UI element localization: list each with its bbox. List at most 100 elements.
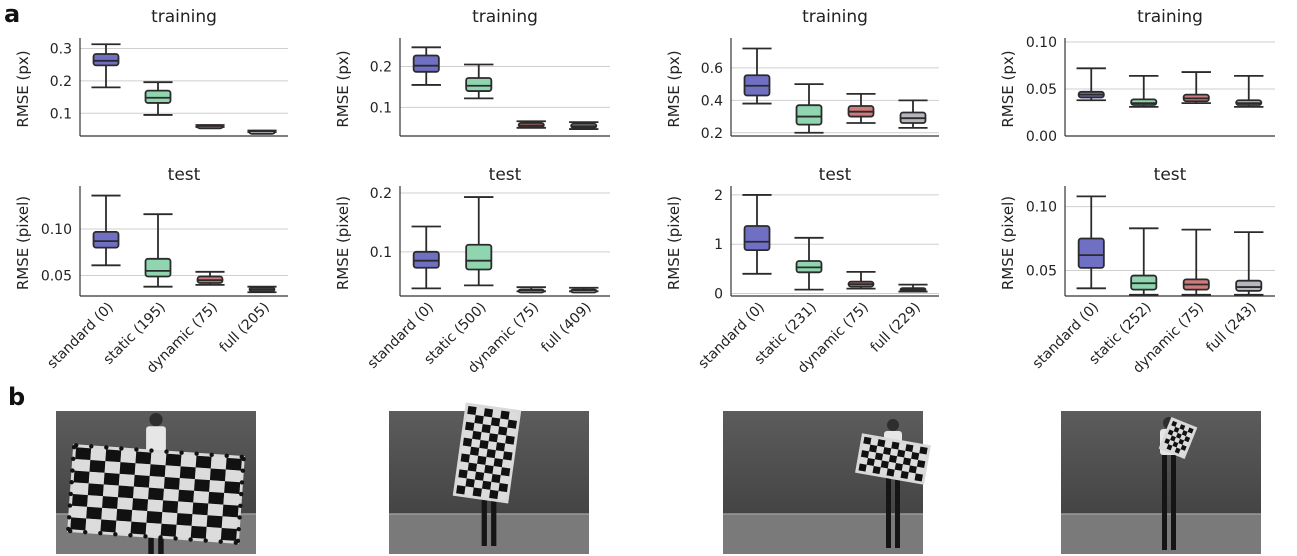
board-square [497,490,507,501]
board-square [135,451,152,465]
y-axis-label: RMSE (px) [999,50,1017,127]
y-tick-label: 1 [714,237,723,253]
board-square [102,496,119,510]
board-square [478,447,488,458]
board-square [461,445,472,455]
board-square [71,505,88,519]
chart-title: test [819,165,852,185]
board-square [483,408,494,418]
board-square [872,465,881,475]
iqr-box [1235,279,1263,292]
box-dynamic [195,124,225,130]
board-square [890,448,899,457]
checkerboard [66,443,246,545]
board-square [89,460,106,474]
board-square [499,475,510,485]
marker-dot [104,445,109,450]
marker-dot [164,449,169,454]
board-square [146,511,163,524]
iqr-box [743,225,771,252]
marker-dot [238,503,243,508]
board-square [500,410,510,420]
board-square [907,472,916,481]
board-square [905,444,914,453]
board-square [475,463,486,474]
floor [1061,513,1261,554]
box-full [898,99,928,129]
board-square [1171,420,1178,428]
leg-right [1171,455,1176,550]
chart-title: test [489,165,522,185]
iqr-box [144,257,172,278]
board-square [115,520,132,534]
box-full [1234,231,1264,296]
box-chart-training-4: 0.00 0.05 0.10 training RMSE (px) [999,7,1275,145]
checkerboard [1158,416,1198,460]
box-dynamic [846,270,876,290]
marker-dot [224,453,229,459]
board-square [863,436,872,445]
y-tick-label: 0.05 [1026,263,1057,279]
y-tick-label: 0.3 [50,41,72,57]
board-square [179,466,196,480]
box-static [143,213,173,288]
board-square [467,405,477,416]
panel-letter-b: b [8,383,25,411]
x-category-label: full (409) [538,300,594,356]
board-square [208,491,225,505]
board-square [488,433,499,443]
box-static [464,63,494,100]
board-square [1165,433,1173,441]
board-square [880,460,890,469]
board-square [1172,441,1179,448]
board-square [163,476,181,490]
board-square [105,449,122,463]
board-square [507,419,517,429]
board-square [150,452,167,466]
board-square [865,464,874,473]
board-square [209,468,226,482]
marker-dot [173,536,178,541]
board-square [162,500,179,514]
board-square [1187,427,1194,434]
board-square [483,472,493,483]
board-square [884,440,893,449]
y-axis-label: RMSE (pixel) [665,196,683,290]
board-square [494,450,505,460]
board-square [465,478,476,488]
y-tick-label: 0.2 [370,186,392,202]
board-square [133,474,150,488]
y-tick-label: 0.10 [1026,35,1057,51]
board-square [458,469,468,479]
board-square [858,463,867,472]
board-square [480,432,490,442]
board-square [1181,430,1188,437]
box-chart-training-1: 0.1 0.2 0.3 training RMSE (px) [14,7,288,137]
board-square [222,504,239,518]
board-square [1184,436,1191,443]
y-tick-label: 0.10 [41,222,72,238]
chart-title: training [151,7,217,27]
board-square [1174,447,1181,454]
iqr-box [92,53,120,67]
box-standard [1076,67,1106,102]
board-square [886,468,895,477]
board-square [210,456,227,470]
y-tick-label: 0.05 [41,269,72,285]
board-square [164,465,181,479]
board-square [1170,435,1177,442]
board-square [224,481,241,495]
floor [723,513,923,554]
board-square [225,457,242,471]
board-square [87,495,104,509]
chart-title: training [1137,7,1203,27]
board-square [1169,425,1176,432]
board-square [893,469,902,478]
board-square [881,453,891,462]
board-square [464,421,475,432]
y-axis-label: RMSE (px) [665,50,683,127]
board-square [220,527,237,541]
box-dynamic [846,92,876,124]
board-square [462,437,473,447]
marker-dot [71,456,76,462]
